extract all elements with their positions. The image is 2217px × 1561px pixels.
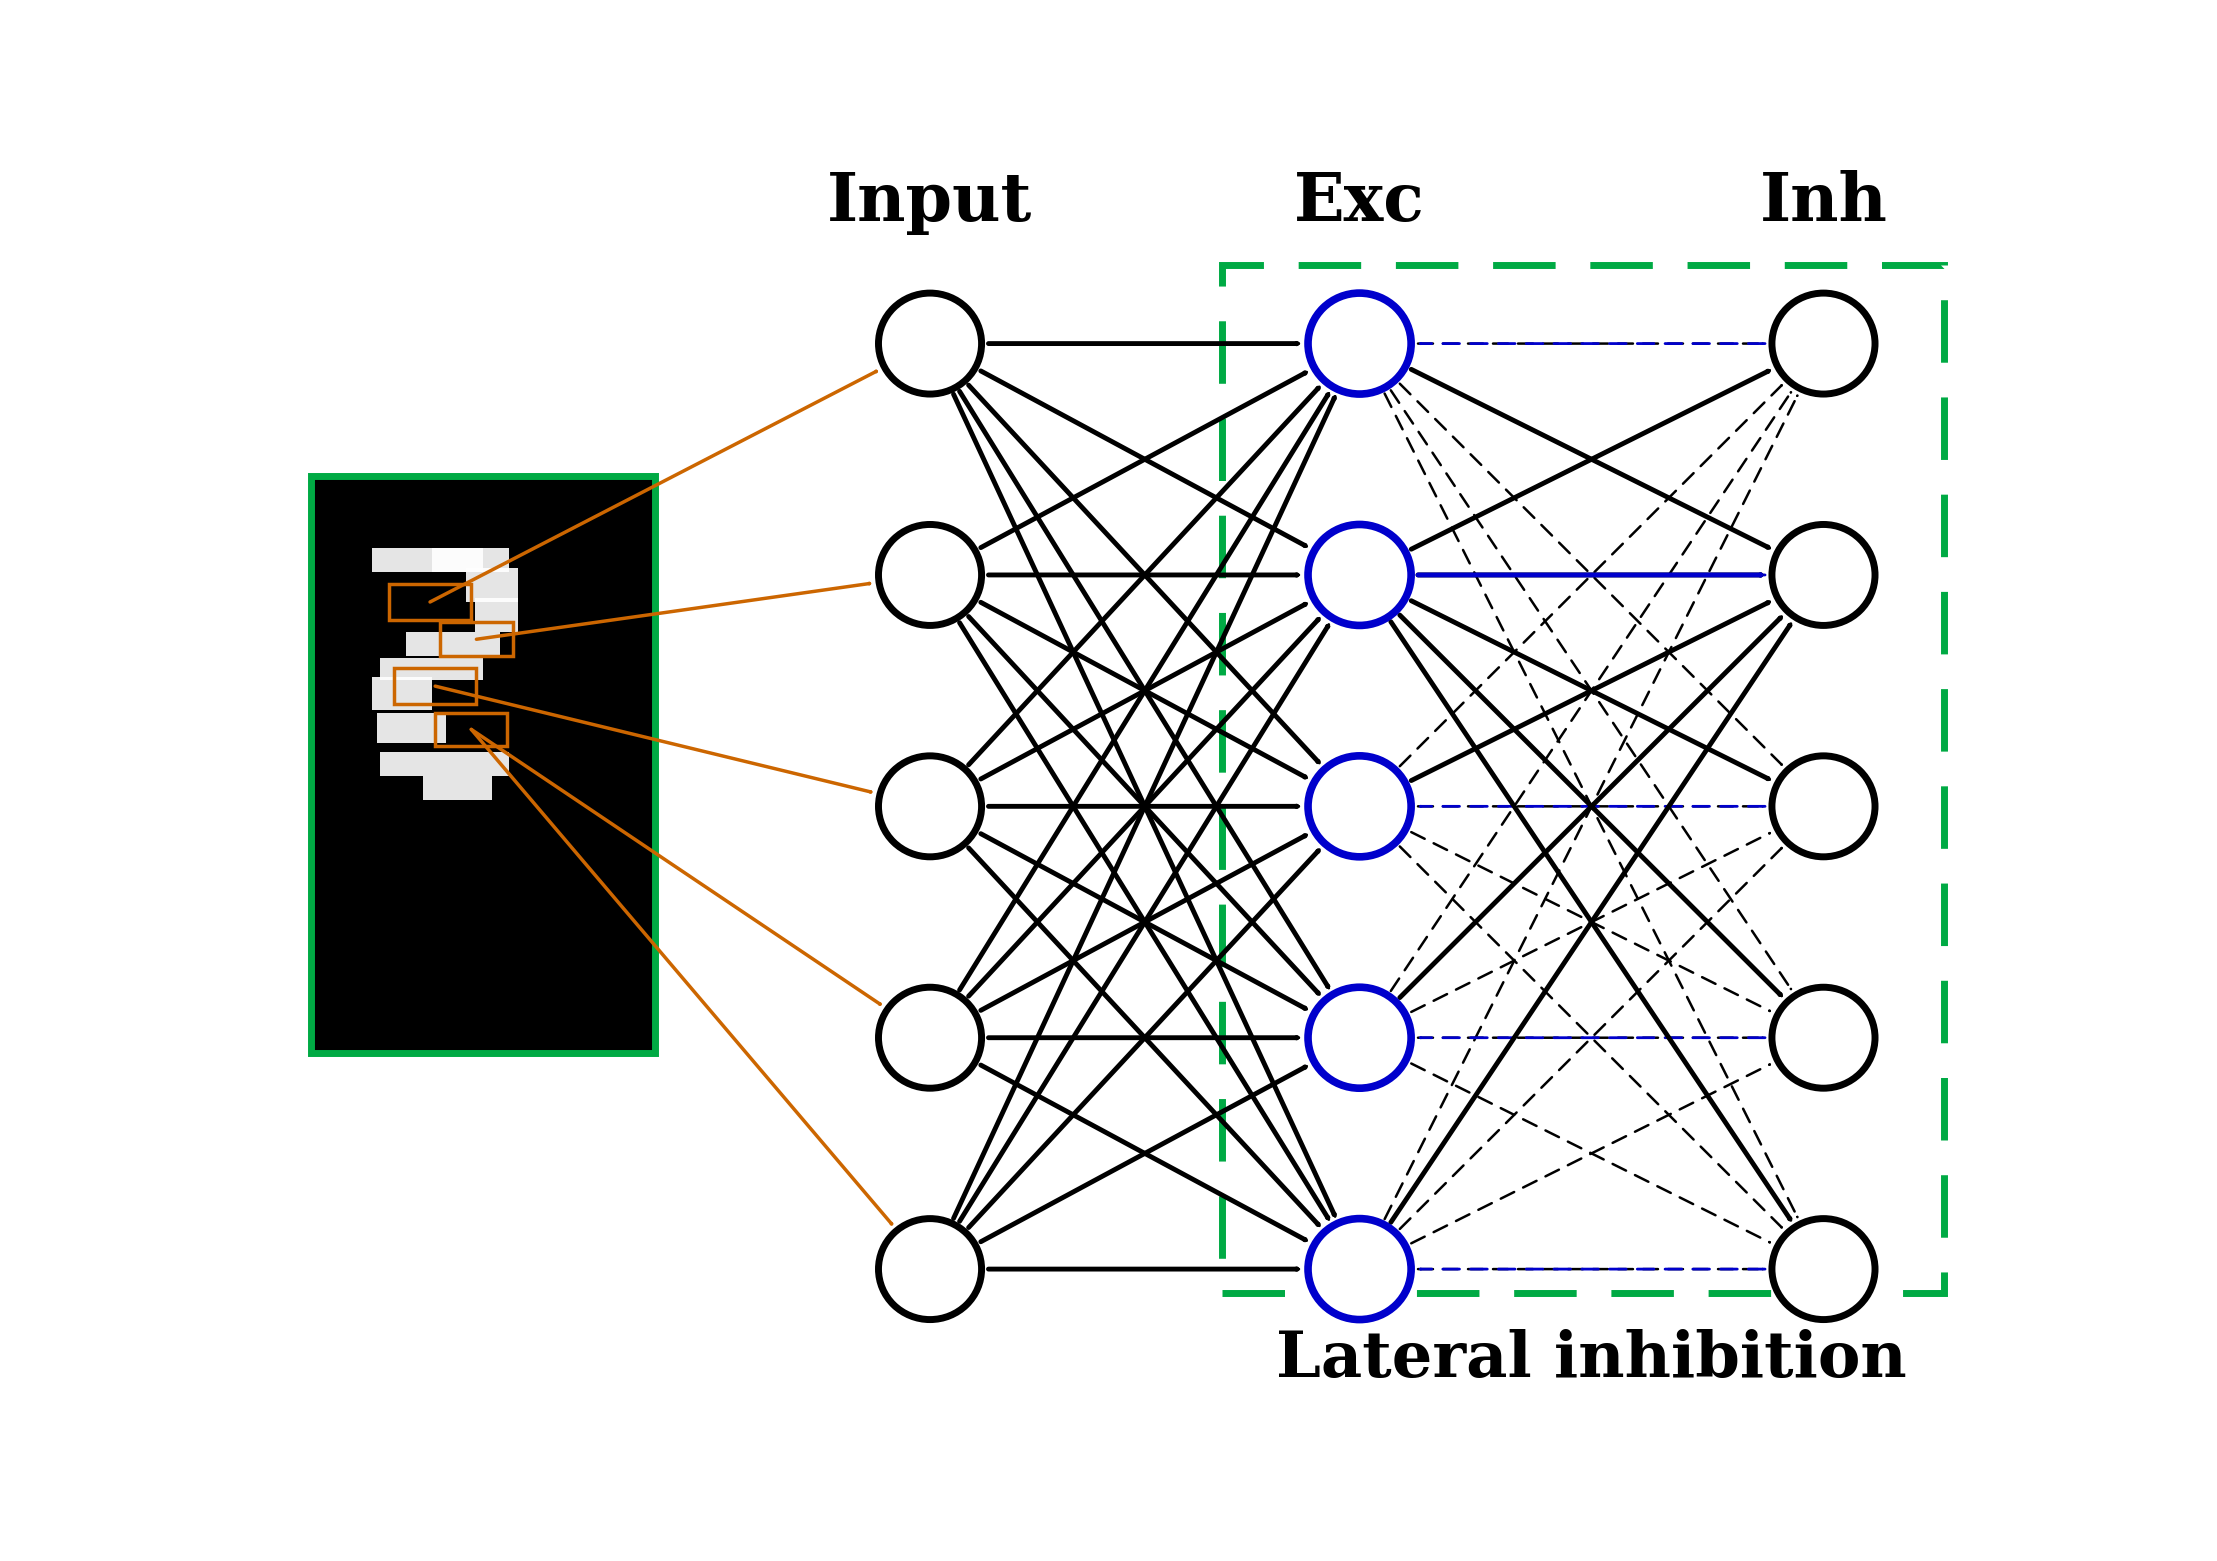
Bar xyxy=(372,548,483,571)
Ellipse shape xyxy=(878,1219,982,1319)
Ellipse shape xyxy=(878,293,982,393)
Ellipse shape xyxy=(878,756,982,857)
Ellipse shape xyxy=(878,524,982,626)
Bar xyxy=(432,548,510,571)
Ellipse shape xyxy=(1771,987,1876,1088)
Bar xyxy=(435,712,508,746)
Bar xyxy=(310,476,656,1052)
Ellipse shape xyxy=(1308,756,1410,857)
Bar xyxy=(1222,265,1944,1293)
Bar xyxy=(377,712,446,743)
Bar xyxy=(466,568,517,603)
Bar xyxy=(423,776,492,801)
Ellipse shape xyxy=(1308,524,1410,626)
Ellipse shape xyxy=(1771,293,1876,393)
Ellipse shape xyxy=(1308,293,1410,393)
Ellipse shape xyxy=(1308,987,1410,1088)
Ellipse shape xyxy=(1771,756,1876,857)
Ellipse shape xyxy=(1771,1219,1876,1319)
Ellipse shape xyxy=(1308,1219,1410,1319)
Bar xyxy=(406,632,501,656)
Bar xyxy=(381,659,483,681)
Text: Lateral inhibition: Lateral inhibition xyxy=(1277,1330,1907,1391)
Bar xyxy=(372,676,432,710)
Bar xyxy=(395,668,477,704)
Text: Exc: Exc xyxy=(1295,170,1426,236)
Ellipse shape xyxy=(878,987,982,1088)
Ellipse shape xyxy=(1771,524,1876,626)
Bar xyxy=(381,752,510,776)
Bar xyxy=(441,623,512,656)
Text: Inh: Inh xyxy=(1760,170,1887,236)
Bar xyxy=(474,598,517,632)
Text: Input: Input xyxy=(827,170,1033,236)
Bar xyxy=(388,584,472,620)
